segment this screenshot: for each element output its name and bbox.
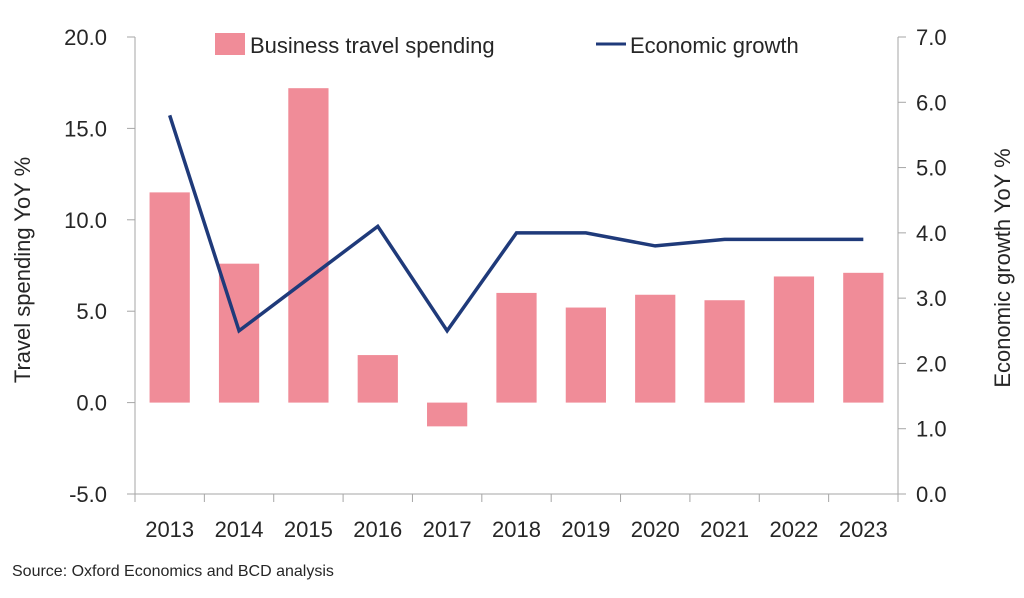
y-tick-label: 10.0 <box>64 208 107 233</box>
legend-label-line: Economic growth <box>630 33 799 58</box>
tick-labels: -5.0 0.0 5.0 10.0 15.0 20.0 0.0 1.0 2.0 3.0 4.0 5.0… <box>64 25 946 542</box>
bar <box>288 88 329 403</box>
y2-tick-label: 3.0 <box>916 286 947 311</box>
y2-tick-label: 0.0 <box>916 482 947 507</box>
y-tick-label: 20.0 <box>64 25 107 50</box>
x-tick-label: 2016 <box>353 517 402 542</box>
bar <box>704 300 745 403</box>
legend: Business travel spending Economic growth <box>215 33 799 58</box>
legend-label-bar: Business travel spending <box>250 33 495 58</box>
x-tick-label: 2013 <box>145 517 194 542</box>
bar <box>773 276 815 403</box>
y2-tick-label: 2.0 <box>916 351 947 376</box>
x-tick-label: 2023 <box>839 517 888 542</box>
y-tick-label: 0.0 <box>76 391 107 416</box>
x-tick-label: 2014 <box>215 517 264 542</box>
y2-axis-title: Economic growth YoY % <box>990 148 1015 387</box>
bar <box>635 294 676 403</box>
bar <box>357 355 398 403</box>
y2-tick-label: 6.0 <box>916 90 947 115</box>
axes <box>127 36 906 502</box>
combo-chart: -5.0 0.0 5.0 10.0 15.0 20.0 0.0 1.0 2.0 3.0 4.0 5.0… <box>10 25 1015 542</box>
x-tick-label: 2015 <box>284 517 333 542</box>
x-tick-label: 2022 <box>769 517 818 542</box>
bar-series <box>149 88 884 427</box>
economic-growth-line <box>168 114 864 334</box>
line-series <box>168 114 864 334</box>
bar <box>565 307 606 403</box>
x-tick-label: 2020 <box>631 517 680 542</box>
bar <box>496 292 537 403</box>
x-tick-label: 2019 <box>561 517 610 542</box>
x-tick-label: 2018 <box>492 517 541 542</box>
y2-tick-label: 7.0 <box>916 25 947 50</box>
y2-tick-label: 4.0 <box>916 221 947 246</box>
y2-tick-label: 1.0 <box>916 417 947 442</box>
bar <box>149 192 190 403</box>
y-tick-label: 5.0 <box>76 299 107 324</box>
y2-tick-label: 5.0 <box>916 156 947 181</box>
bar <box>843 272 884 403</box>
source-note: Source: Oxford Economics and BCD analysi… <box>12 563 334 580</box>
y-tick-label: -5.0 <box>69 482 107 507</box>
y-tick-label: 15.0 <box>64 116 107 141</box>
bar <box>427 402 468 427</box>
x-tick-label: 2017 <box>423 517 472 542</box>
legend-swatch-bar <box>215 33 245 55</box>
x-tick-label: 2021 <box>700 517 749 542</box>
y-axis-title: Travel spending YoY % <box>10 157 35 383</box>
